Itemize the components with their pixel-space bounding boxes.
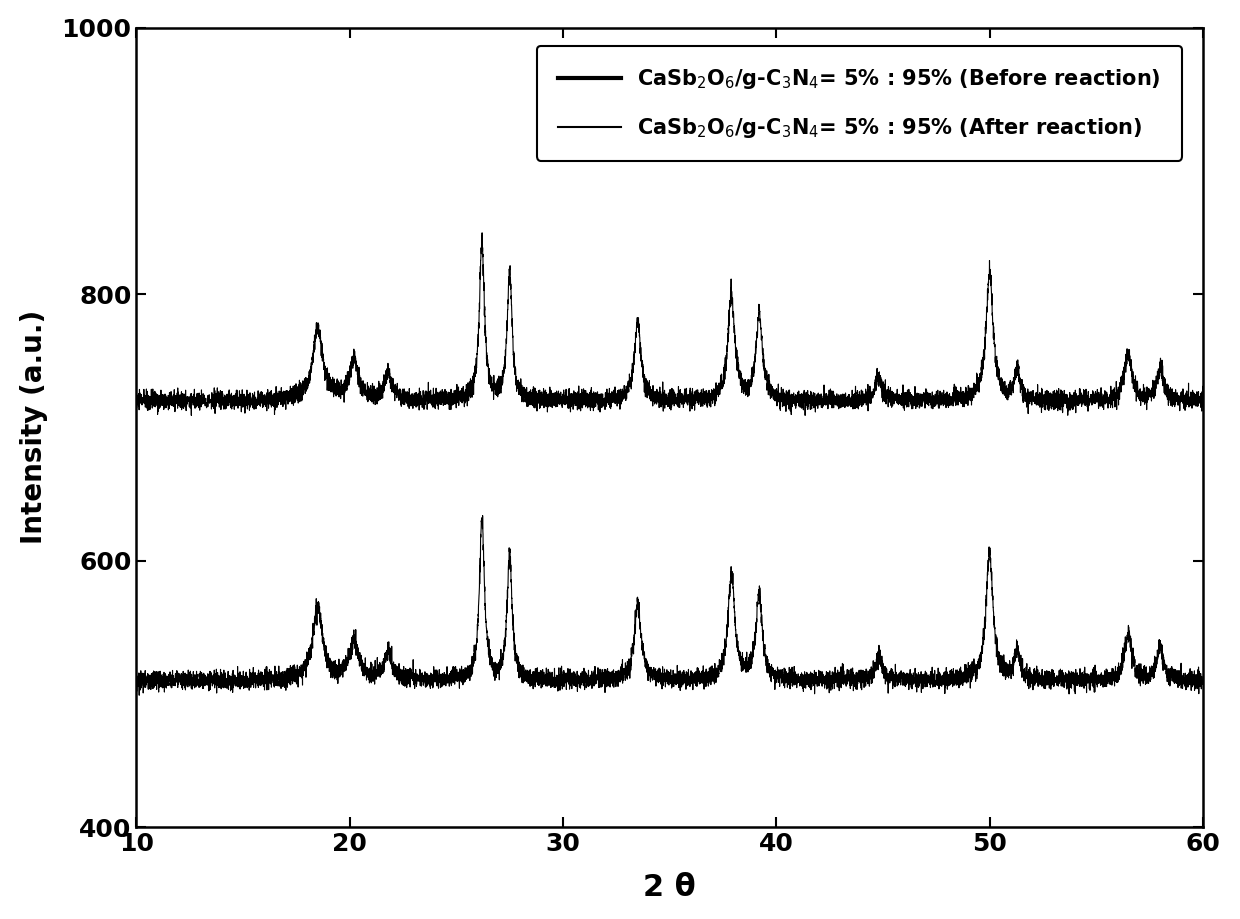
Legend: CaSb$_2$O$_6$/g-C$_3$N$_4$= 5% : 95% (Before reaction), CaSb$_2$O$_6$/g-C$_3$N$_: CaSb$_2$O$_6$/g-C$_3$N$_4$= 5% : 95% (Be… bbox=[537, 46, 1182, 161]
X-axis label: 2 θ: 2 θ bbox=[644, 873, 696, 902]
Y-axis label: Intensity (a.u.): Intensity (a.u.) bbox=[20, 311, 47, 544]
